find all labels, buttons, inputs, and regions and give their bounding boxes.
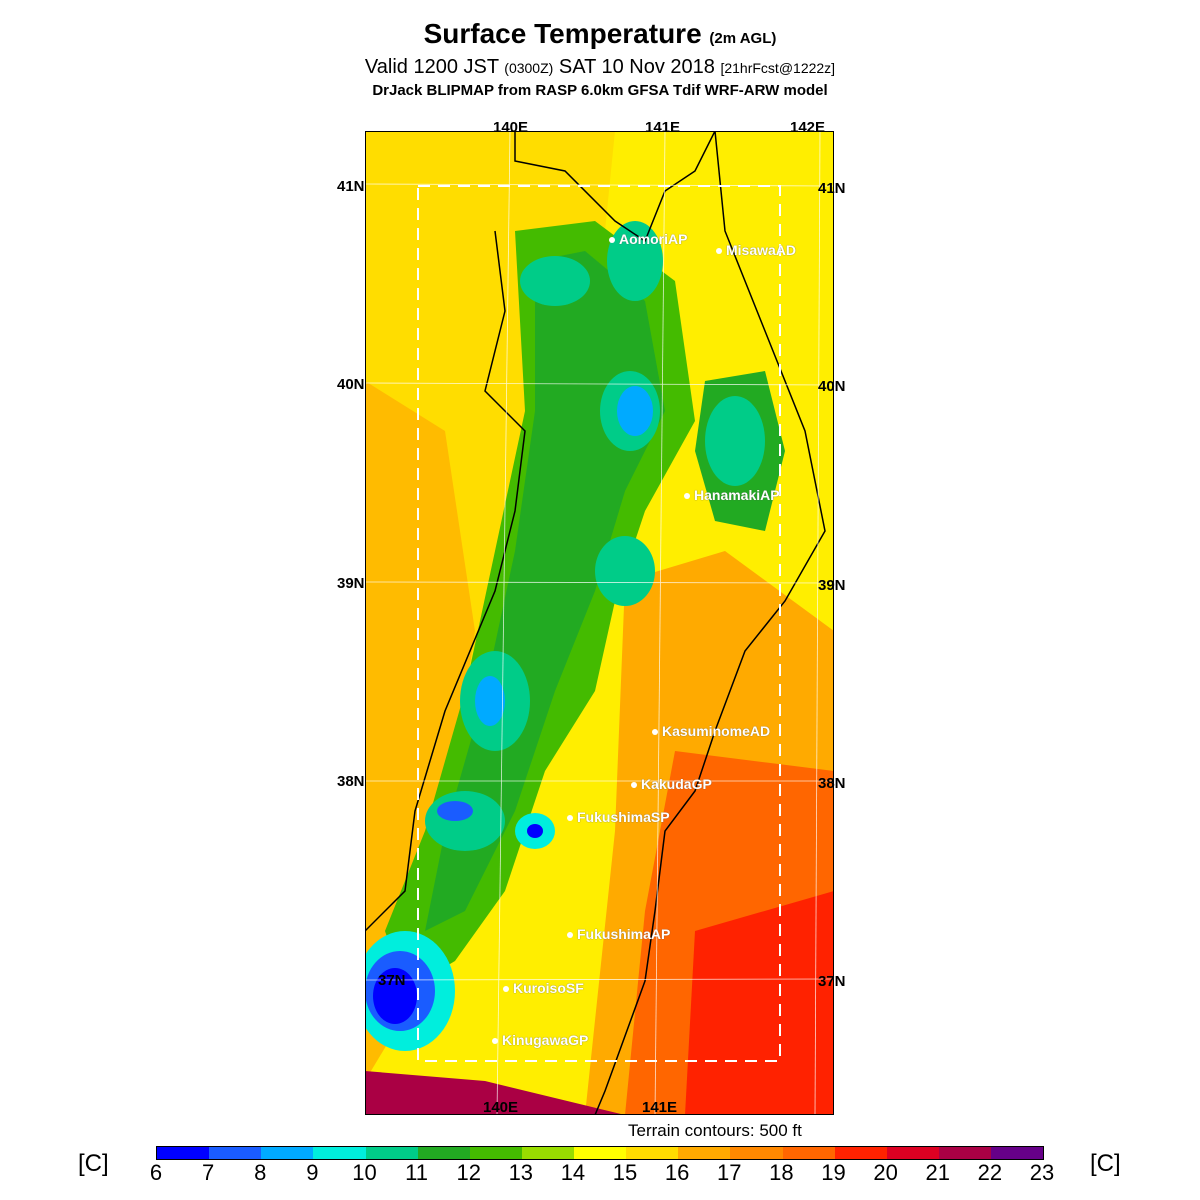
station-fukushima-ap: FukushimaAP xyxy=(567,926,670,942)
station-misawa: MisawaAD xyxy=(716,242,796,258)
color-scale-tick-label: 20 xyxy=(873,1160,898,1185)
color-scale-tick-label: 15 xyxy=(612,1160,638,1185)
title-suffix: (2m AGL) xyxy=(709,30,777,47)
color-scale-swatch xyxy=(209,1147,262,1159)
lat-label-41n-right: 41N xyxy=(818,180,846,197)
legend-unit-left: [C] xyxy=(78,1150,109,1177)
color-scale-swatch xyxy=(834,1147,887,1159)
temperature-map xyxy=(365,131,834,1115)
color-scale-tick-label: 19 xyxy=(821,1160,846,1185)
valid-line: Valid 1200 JST (0300Z) SAT 10 Nov 2018 [… xyxy=(0,56,1200,79)
color-scale-swatch xyxy=(574,1147,627,1159)
color-scale-tick-label: 6 xyxy=(149,1160,163,1185)
color-scale-tick-label: 14 xyxy=(560,1160,586,1185)
color-scale-tick-label: 11 xyxy=(405,1160,428,1185)
station-aomori: AomoriAP xyxy=(609,231,687,247)
color-scale-swatch xyxy=(886,1147,939,1159)
valid-time: Valid 1200 JST xyxy=(364,56,499,78)
lat-label-39n-right: 39N xyxy=(818,577,846,594)
lat-label-37n-left: 37N xyxy=(378,972,406,989)
color-scale-swatch xyxy=(261,1147,314,1159)
color-scale-tick-label: 22 xyxy=(977,1160,1003,1185)
color-scale-swatch xyxy=(313,1147,366,1159)
forecast-info: [21hrFcst@1222z] xyxy=(720,60,836,76)
color-scale-tick-label: 13 xyxy=(508,1160,534,1185)
station-hanamaki: HanamakiAP xyxy=(684,487,780,503)
color-scale-tick-label: 8 xyxy=(254,1160,267,1185)
lon-label-140e-bottom: 140E xyxy=(483,1099,519,1116)
station-kinugawa: KinugawaGP xyxy=(492,1032,588,1048)
lat-label-39n-left: 39N xyxy=(337,575,365,592)
color-scale-swatch xyxy=(521,1147,574,1159)
lat-label-38n-left: 38N xyxy=(337,773,365,790)
color-scale-tick-label: 21 xyxy=(925,1160,950,1185)
color-scale-tick-label: 18 xyxy=(769,1160,794,1185)
lat-label-40n-right: 40N xyxy=(818,378,846,395)
lon-label-142e-top: 142E xyxy=(790,119,826,136)
model-line: DrJack BLIPMAP from RASP 6.0km GFSA Tdif… xyxy=(372,82,828,99)
color-scale-tick-label: 12 xyxy=(456,1160,481,1185)
legend-unit-right: [C] xyxy=(1090,1150,1121,1177)
lon-label-141e-top: 141E xyxy=(645,119,681,136)
color-scale-tick-label: 17 xyxy=(717,1160,742,1185)
color-scale-swatch xyxy=(626,1147,679,1159)
color-scale-swatch xyxy=(365,1147,418,1159)
title-main: Surface Temperature xyxy=(423,18,702,49)
color-scale-swatch xyxy=(678,1147,731,1159)
lat-label-37n-right: 37N xyxy=(818,973,846,990)
color-scale-swatch xyxy=(730,1147,783,1159)
terrain-note: Terrain contours: 500 ft xyxy=(628,1121,802,1140)
station-fukushima-sp: FukushimaSP xyxy=(567,809,670,825)
color-scale-tick-label: 23 xyxy=(1029,1160,1055,1185)
lat-label-41n-left: 41N xyxy=(337,178,365,195)
lat-label-38n-right: 38N xyxy=(818,775,846,792)
color-scale-swatch xyxy=(991,1147,1044,1159)
lon-label-141e-bottom: 141E xyxy=(642,1099,678,1116)
lat-label-40n-left: 40N xyxy=(337,376,365,393)
valid-date: SAT 10 Nov 2018 xyxy=(558,56,715,78)
valid-zulu: (0300Z) xyxy=(504,60,554,76)
color-scale-swatch xyxy=(938,1147,991,1159)
station-kasuminome: KasuminomeAD xyxy=(652,723,770,739)
color-scale-tick-label: 9 xyxy=(306,1160,319,1185)
map-title: Surface Temperature (2m AGL) xyxy=(0,18,1200,50)
color-scale-tick-label: 16 xyxy=(664,1160,690,1185)
color-scale-swatch xyxy=(469,1147,522,1159)
color-scale-swatch xyxy=(782,1147,835,1159)
color-scale-tick-label: 10 xyxy=(352,1160,377,1185)
color-scale-tick-label: 7 xyxy=(201,1160,215,1185)
color-scale-swatch xyxy=(157,1147,210,1159)
color-scale-swatch xyxy=(417,1147,470,1159)
color-scale xyxy=(156,1146,1044,1160)
station-kakuda: KakudaGP xyxy=(631,776,712,792)
station-kuroiso: KuroisoSF xyxy=(503,980,584,996)
lon-label-140e-top: 140E xyxy=(493,119,529,136)
